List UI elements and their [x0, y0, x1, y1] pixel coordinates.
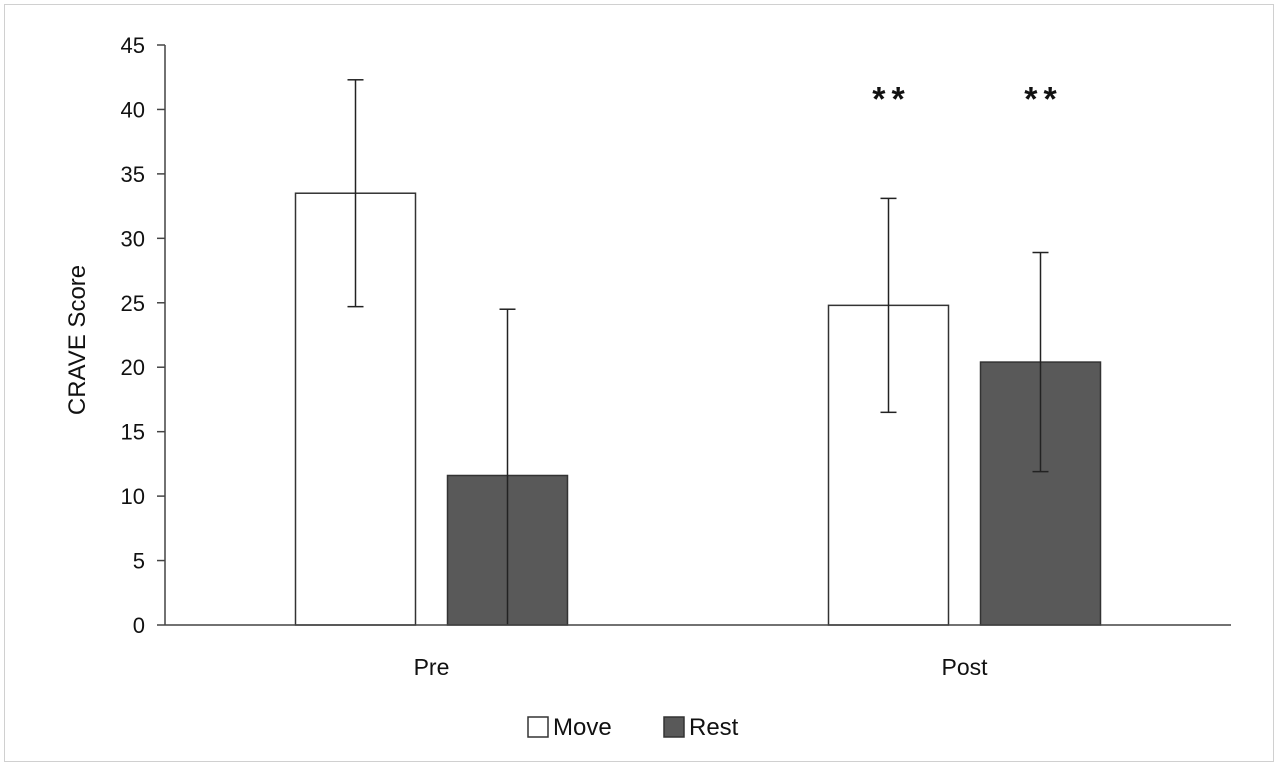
- legend: Move Rest: [527, 714, 739, 741]
- error-bars: [347, 79, 1049, 625]
- x-category-label-post: Post: [941, 654, 988, 680]
- y-tick-label: 5: [133, 549, 145, 574]
- y-tick-label: 25: [121, 291, 145, 316]
- y-tick-label: 0: [133, 613, 145, 638]
- y-axis: 0 5 10 15 20 25 30 35 40 45: [121, 33, 166, 638]
- x-axis: Pre Post: [165, 624, 1231, 680]
- legend-swatch: [527, 716, 549, 738]
- error-bar-post-move: [880, 197, 897, 414]
- legend-item-move: Move: [527, 714, 612, 741]
- y-tick-label: 10: [121, 484, 145, 509]
- y-tick-label: 30: [121, 226, 145, 251]
- y-tick-label: 20: [121, 355, 145, 380]
- x-category-label-pre: Pre: [414, 654, 450, 680]
- error-bar-pre-move: [347, 79, 364, 308]
- significance-marker: **: [1024, 81, 1062, 119]
- legend-swatch: [663, 716, 685, 738]
- crave-score-bar-chart: 0 5 10 15 20 25 30 35 40 45 Pre Post ** ** CRAVE Sc…: [64, 33, 1231, 741]
- significance-marker: **: [872, 81, 910, 119]
- legend-item-rest: Rest: [663, 714, 739, 741]
- legend-label: Move: [553, 714, 612, 741]
- chart-frame: 0 5 10 15 20 25 30 35 40 45 Pre Post ** ** CRAVE Sc…: [4, 4, 1274, 762]
- legend-label: Rest: [689, 714, 739, 741]
- error-bar-pre-rest: [499, 308, 516, 625]
- y-axis-title: CRAVE Score: [64, 265, 91, 415]
- y-tick-label: 45: [121, 33, 145, 58]
- y-tick-label: 35: [121, 162, 145, 187]
- bars: [294, 192, 1102, 626]
- y-tick-label: 40: [121, 97, 145, 122]
- y-tick-label: 15: [121, 420, 145, 445]
- significance-annotations: ** **: [872, 81, 1062, 119]
- error-bar-post-rest: [1032, 251, 1049, 473]
